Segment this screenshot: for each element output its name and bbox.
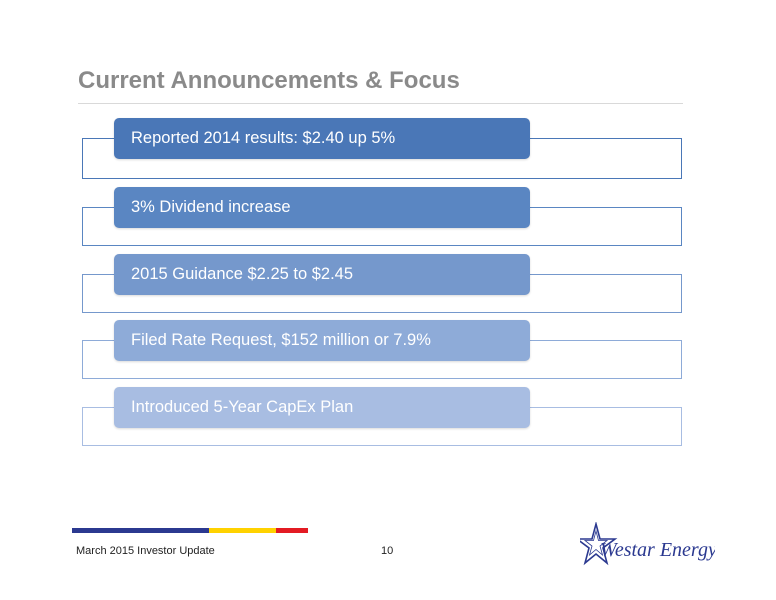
star-icon: Westar Energy. <box>574 520 721 566</box>
company-logo: Westar Energy. <box>574 520 721 568</box>
announcement-item-1: Reported 2014 results: $2.40 up 5% <box>114 118 530 159</box>
footer-stripe-blue <box>72 528 209 533</box>
announcement-item-4: Filed Rate Request, $152 million or 7.9% <box>114 320 530 361</box>
footer-text: March 2015 Investor Update <box>76 545 215 557</box>
page-number: 10 <box>381 545 394 557</box>
logo-wordmark: Westar Energy. <box>600 539 715 561</box>
footer-stripe-yellow <box>209 528 276 533</box>
slide-title: Current Announcements & Focus <box>78 67 460 94</box>
announcement-item-5: Introduced 5-Year CapEx Plan <box>114 387 530 428</box>
title-divider <box>78 103 683 104</box>
announcement-item-2: 3% Dividend increase <box>114 187 530 228</box>
announcement-item-3: 2015 Guidance $2.25 to $2.45 <box>114 254 530 295</box>
footer-stripe-red <box>276 528 308 533</box>
